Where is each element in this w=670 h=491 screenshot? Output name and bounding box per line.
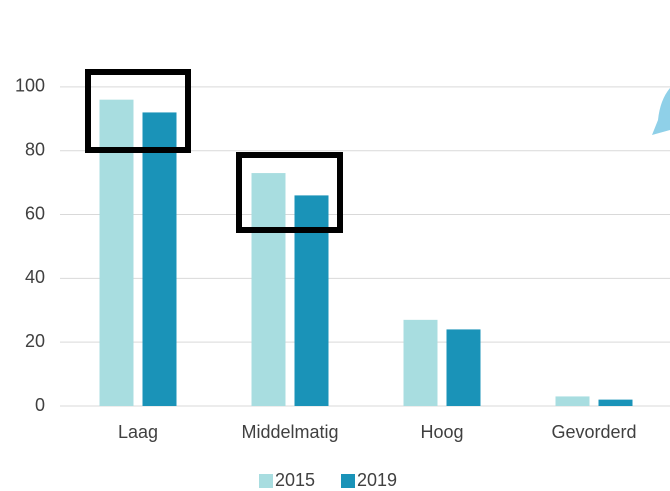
- x-tick-label: Gevorderd: [551, 422, 636, 442]
- decoration: [652, 88, 670, 135]
- y-tick-label: 60: [25, 203, 45, 223]
- legend-swatch: [341, 474, 355, 488]
- legend-label: 2019: [357, 470, 397, 490]
- x-tick-label: Middelmatig: [241, 422, 338, 442]
- bar: [403, 319, 438, 406]
- bar: [294, 195, 329, 406]
- legend-label: 2015: [275, 470, 315, 490]
- y-tick-label: 40: [25, 267, 45, 287]
- bar: [598, 399, 633, 406]
- bar: [142, 112, 177, 406]
- bar: [99, 99, 134, 406]
- x-tick-label: Laag: [118, 422, 158, 442]
- bar: [251, 173, 286, 406]
- x-tick-label: Hoog: [420, 422, 463, 442]
- plot: 0 20 40 60 80 100 Laag Middelmatig Hoog Gevorderd…: [15, 76, 670, 490]
- bar: [446, 329, 481, 406]
- highlight-box: [85, 69, 191, 153]
- y-tick-label: 80: [25, 139, 45, 159]
- y-tick-label: 0: [35, 395, 45, 415]
- y-tick-label: 100: [15, 76, 45, 96]
- highlight-box: [236, 152, 343, 233]
- bar: [555, 396, 590, 406]
- y-tick-label: 20: [25, 331, 45, 351]
- legend-swatch: [259, 474, 273, 488]
